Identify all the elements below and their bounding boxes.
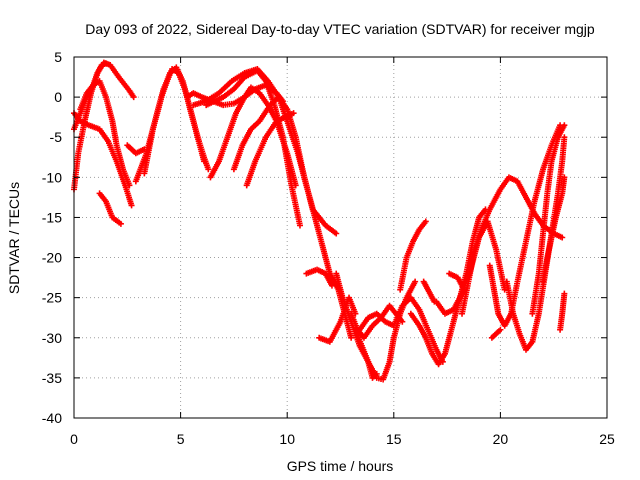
series-arc-29 <box>503 134 568 353</box>
x-tick-label: 15 <box>386 431 402 447</box>
data-point <box>561 134 568 141</box>
data-point <box>559 234 566 241</box>
series-arc-19 <box>352 326 380 381</box>
y-tick-label: -35 <box>42 370 62 386</box>
x-tick-label: 5 <box>177 431 185 447</box>
data-series <box>71 59 568 383</box>
data-point <box>130 94 137 101</box>
series-arc-17 <box>333 270 419 383</box>
data-point <box>561 290 568 297</box>
data-point <box>561 174 568 181</box>
series-arc-14 <box>243 110 297 189</box>
y-tick-label: -5 <box>50 129 63 145</box>
data-point <box>205 166 212 173</box>
y-tick-label: -30 <box>42 330 62 346</box>
series-arc-08 <box>141 64 208 177</box>
data-point <box>348 334 355 341</box>
data-point <box>412 278 419 285</box>
series-arc-23 <box>420 278 438 305</box>
data-point <box>328 282 335 289</box>
series-arc-22 <box>407 206 489 368</box>
series-arc-06 <box>124 142 148 157</box>
data-point <box>126 182 133 189</box>
series-arc-21 <box>397 218 429 293</box>
y-tick-label: -20 <box>42 250 62 266</box>
y-tick-label: -10 <box>42 169 62 185</box>
series-arc-11 <box>203 67 303 229</box>
x-axis-label: GPS time / hours <box>287 458 394 474</box>
series-arc-04 <box>77 78 133 189</box>
y-tick-label: 5 <box>54 49 62 65</box>
y-tick-label: -40 <box>42 410 62 426</box>
series-arc-28 <box>488 326 504 341</box>
data-point <box>497 326 504 333</box>
series-arc-12 <box>207 84 299 189</box>
series-arc-31 <box>540 174 568 285</box>
data-point <box>117 220 124 227</box>
x-tick-label: 25 <box>599 431 615 447</box>
data-point <box>422 218 429 225</box>
x-tick-label: 20 <box>493 431 509 447</box>
series-arc-25 <box>446 270 468 293</box>
x-tick-label: 10 <box>279 431 295 447</box>
series-arc-20 <box>356 294 446 365</box>
y-tick-label: -15 <box>42 209 62 225</box>
series-arc-30 <box>529 122 568 317</box>
y-axis-label: SDTVAR / TECUs <box>6 182 22 294</box>
data-point <box>399 318 406 325</box>
data-point <box>102 60 109 67</box>
y-tick-label: 0 <box>54 89 62 105</box>
series-arc-01 <box>71 59 137 193</box>
data-point <box>292 182 299 189</box>
series-arc-32 <box>557 290 568 333</box>
data-point <box>296 222 303 229</box>
data-point <box>201 158 208 165</box>
series-arc-13 <box>230 94 355 341</box>
data-point <box>561 122 568 129</box>
series-arc-10 <box>190 66 340 237</box>
series-arc-05 <box>96 190 124 227</box>
data-point <box>290 110 297 117</box>
data-point <box>333 230 340 237</box>
y-tick-label: -25 <box>42 290 62 306</box>
plot-frame <box>73 56 608 419</box>
x-tick-label: 0 <box>70 431 78 447</box>
data-point <box>373 370 380 377</box>
chart-title: Day 093 of 2022, Sidereal Day-to-day VTE… <box>85 21 595 37</box>
axis-ticks: 0 5 10 15 20 25 5 0 -5 -10 -15 -20 -25 -30 -35 -40 <box>42 49 615 447</box>
series-arc-16 <box>316 294 359 345</box>
series-arc-15 <box>303 266 335 289</box>
data-point <box>128 202 135 209</box>
